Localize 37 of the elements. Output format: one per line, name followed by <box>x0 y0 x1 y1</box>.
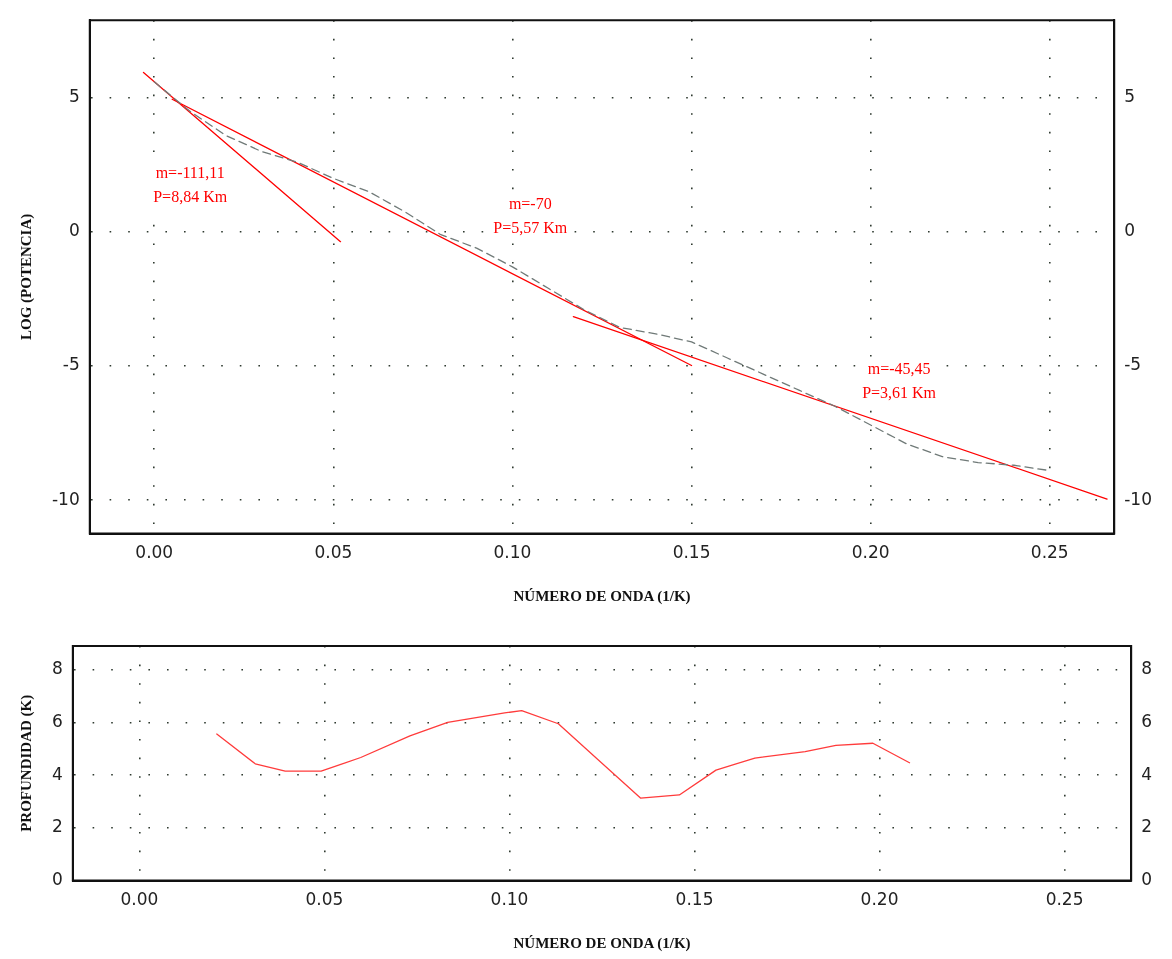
x-axis-title: NÚMERO DE ONDA (1/K) <box>513 934 691 952</box>
y-tick-label: 0 <box>68 220 80 241</box>
x-tick-label: 0.10 <box>493 542 532 563</box>
y2-tick-label: 0 <box>1124 220 1136 241</box>
x-tick-label: 0.05 <box>305 889 344 910</box>
y2-tick-label: -5 <box>1124 354 1142 375</box>
y2-tick-label: 4 <box>1141 763 1153 784</box>
y-tick-label: 8 <box>51 658 63 679</box>
y-tick-label: 6 <box>51 710 63 731</box>
x-tick-label: 0.00 <box>120 889 159 910</box>
y-tick-label: 2 <box>51 816 63 837</box>
x-tick-label: 0.25 <box>1045 889 1084 910</box>
y-tick-label: 4 <box>51 763 63 784</box>
x-tick-label: 0.10 <box>490 889 529 910</box>
y2-tick-label: 2 <box>1141 816 1153 837</box>
x-tick-label: 0.20 <box>851 542 890 563</box>
y-axis-title: PROFUNDIDAD (K) <box>17 694 35 832</box>
y2-tick-label: 0 <box>1141 869 1153 890</box>
x-axis-title: NÚMERO DE ONDA (1/K) <box>513 587 691 605</box>
x-tick-label: 0.05 <box>314 542 353 563</box>
y2-tick-label: 5 <box>1124 86 1136 107</box>
y-axis-title: LOG (POTENCIA) <box>17 213 35 341</box>
y-tick-label: 0 <box>51 869 63 890</box>
y2-tick-label: -10 <box>1124 488 1153 509</box>
x-tick-label: 0.00 <box>135 542 174 563</box>
y-tick-label: 5 <box>68 86 80 107</box>
x-tick-label: 0.20 <box>860 889 899 910</box>
y-tick-label: -10 <box>51 488 80 509</box>
annotation: m=-45,45 P=3,61 Km <box>862 359 937 401</box>
y2-tick-label: 6 <box>1141 710 1153 731</box>
x-tick-label: 0.25 <box>1030 542 1069 563</box>
y-tick-label: -5 <box>62 354 80 375</box>
annotation: m=-111,11 P=8,84 Km <box>153 164 228 206</box>
x-tick-label: 0.15 <box>672 542 711 563</box>
annotation: m=-70 P=5,57 Km <box>493 195 568 237</box>
x-tick-label: 0.15 <box>675 889 714 910</box>
y2-tick-label: 8 <box>1141 658 1153 679</box>
